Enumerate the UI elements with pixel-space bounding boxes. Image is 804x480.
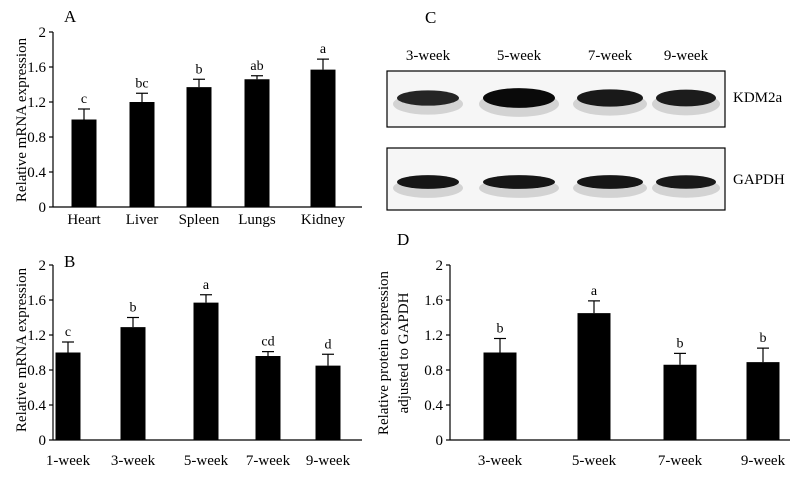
panel-a-bar	[129, 102, 155, 207]
panel-d-y-tick-label: 0.4	[424, 398, 443, 414]
panel-a-category-label: Lungs	[238, 212, 276, 228]
panel-a-significance-letter: c	[81, 92, 87, 107]
panel-d-y-tick-label: 1.2	[424, 328, 443, 344]
panel-a-category-label: Liver	[126, 212, 158, 228]
panel-b-significance-letter: d	[325, 337, 332, 352]
panel-d-category-label: 5-week	[572, 453, 617, 469]
lane-label-2: 5-week	[497, 48, 542, 64]
panel-d-significance-letter: b	[760, 331, 767, 346]
panel-a-y-tick-label: 1.2	[27, 95, 46, 111]
panel-b-bar	[315, 365, 341, 440]
panel-b-significance-letter: a	[203, 278, 210, 293]
panel-b-y-axis-label: Relative mRNA expression	[14, 267, 30, 432]
panel-d-significance-letter: a	[591, 284, 598, 299]
panel-a-significance-letter: ab	[250, 59, 263, 74]
lane-label-3: 7-week	[588, 48, 633, 64]
gapdh-band	[656, 175, 716, 189]
panel-b-bar	[55, 352, 81, 440]
panel-d-category-label: 3-week	[478, 453, 523, 469]
panel-c-western-blot: C 3-week 5-week 7-week 9-week KDM2a GAPD…	[386, 8, 785, 211]
panel-a-bar	[244, 79, 270, 207]
panel-d-category-label: 9-week	[741, 453, 786, 469]
panel-b-bar	[255, 356, 281, 440]
panel-a-significance-letter: bc	[135, 76, 148, 91]
panel-b-y-tick-label: 0	[39, 433, 47, 449]
kdm2a-band	[656, 89, 716, 107]
panel-b-y-tick-label: 0.4	[27, 398, 46, 414]
panel-b-category-label: 7-week	[246, 453, 291, 469]
lane-label-4: 9-week	[664, 48, 709, 64]
panel-a-chart: A Relative mRNA expression 0 0.4 0.8 1.2 1.6…	[14, 7, 362, 228]
lane-label-1: 3-week	[406, 48, 451, 64]
panel-d-label: D	[397, 230, 409, 249]
panel-b-category-label: 3-week	[111, 453, 156, 469]
panel-a-category-label: Heart	[67, 212, 101, 228]
panel-a-y-tick-label: 0.4	[27, 165, 46, 181]
panel-b-y-tick-label: 2	[39, 258, 47, 274]
panel-b-significance-letter: c	[65, 325, 71, 340]
panel-a-bar	[310, 69, 336, 207]
panel-b-category-label: 1-week	[46, 453, 91, 469]
panel-d-y-tick-label: 0	[436, 433, 444, 449]
panel-b-significance-letter: b	[130, 301, 137, 316]
panel-d-significance-letter: b	[497, 322, 504, 337]
gapdh-band	[577, 175, 643, 189]
panel-a-category-label: Kidney	[301, 212, 346, 228]
gapdh-band	[483, 175, 555, 189]
panel-a-y-axis-label: Relative mRNA expression	[14, 37, 30, 202]
panel-b-bar	[193, 302, 219, 440]
panel-b-bar	[120, 327, 146, 440]
kdm2a-band	[577, 89, 643, 107]
panel-a-y-tick-label: 1.6	[27, 60, 46, 76]
panel-b-y-tick-label: 1.6	[27, 293, 46, 309]
panel-d-significance-letter: b	[677, 336, 684, 351]
panel-d-bar	[577, 313, 611, 440]
panel-a-label: A	[64, 7, 77, 26]
panel-b-y-tick-label: 1.2	[27, 328, 46, 344]
panel-d-y-tick-label: 2	[436, 258, 444, 274]
kdm2a-bands	[393, 88, 720, 117]
panel-a-category-label: Spleen	[179, 212, 220, 228]
panel-b-chart: B Relative mRNA expression 0 0.4 0.8 1.2 1.6…	[14, 252, 362, 469]
panel-d-y-axis-label-line2: adjusted to GAPDH	[396, 292, 412, 413]
gapdh-bands	[393, 175, 720, 198]
panel-a-bar	[71, 119, 97, 207]
panel-a-y-tick-label: 0.8	[27, 130, 46, 146]
kdm2a-band	[483, 88, 555, 108]
panel-a-significance-letter: a	[320, 42, 327, 57]
panel-a-significance-letter: b	[196, 62, 203, 77]
panel-b-y-tick-label: 0.8	[27, 363, 46, 379]
panel-b-category-label: 9-week	[306, 453, 351, 469]
panel-d-category-label: 7-week	[658, 453, 703, 469]
panel-a-bar	[186, 87, 212, 207]
gapdh-label: GAPDH	[733, 172, 785, 188]
panel-d-chart: D Relative protein expression adjusted t…	[376, 230, 790, 469]
panel-b-significance-letter: cd	[261, 335, 274, 350]
panel-d-bar	[663, 364, 697, 440]
panel-d-bar	[746, 362, 780, 440]
kdm2a-label: KDM2a	[733, 90, 783, 106]
panel-d-bar	[483, 352, 517, 440]
gapdh-band	[397, 175, 459, 189]
panel-d-y-tick-label: 0.8	[424, 363, 443, 379]
kdm2a-band	[397, 90, 459, 106]
panel-c-label: C	[425, 8, 436, 27]
panel-a-y-tick-label: 2	[39, 25, 47, 41]
panel-d-y-axis-label-line1: Relative protein expression	[376, 270, 392, 435]
panel-a-y-tick-label: 0	[39, 200, 47, 216]
panel-b-category-label: 5-week	[184, 453, 229, 469]
panel-d-y-tick-label: 1.6	[424, 293, 443, 309]
panel-b-label: B	[64, 252, 75, 271]
